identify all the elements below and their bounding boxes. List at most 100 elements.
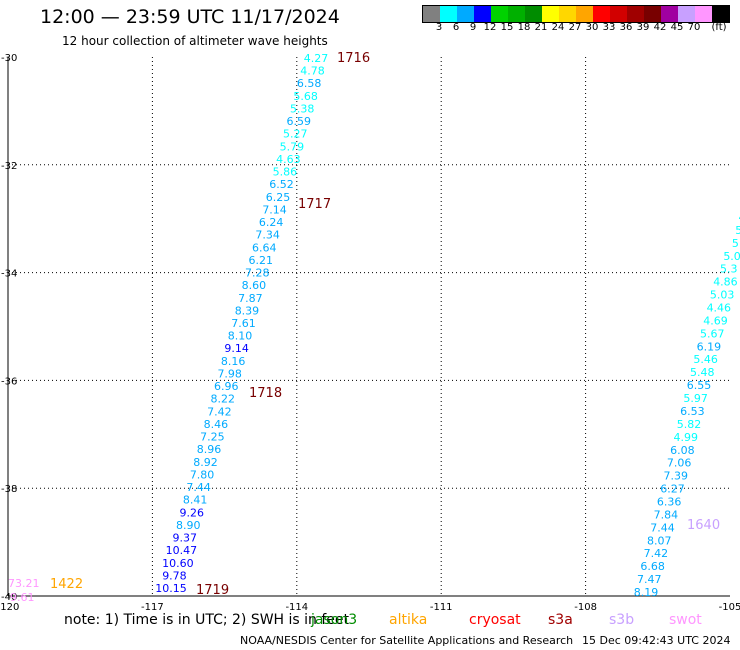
wave-height-value: 73.21 (8, 577, 40, 590)
page-title: 12:00 — 23:59 UTC 11/17/2024 (40, 6, 340, 28)
color-scale-tick: 15 (500, 22, 514, 33)
wave-height-value: 5 (732, 237, 739, 250)
wave-height-value: 7.42 (644, 547, 669, 560)
wave-height-value: 4.99 (673, 431, 698, 444)
color-swatch (610, 6, 627, 22)
color-swatch (695, 6, 712, 22)
pass-time-label: 1716 (337, 51, 370, 66)
color-scale-tick: 9 (469, 22, 477, 33)
satellite-name-s3a: s3a (548, 612, 573, 628)
color-swatch (525, 6, 542, 22)
wave-height-value: 7.25 (200, 431, 225, 444)
wave-height-value: 10.47 (166, 544, 198, 557)
wave-height-value: 8.60 (242, 279, 267, 292)
lon-tick-label: -114 (285, 602, 308, 613)
wave-height-value: 5.86 (273, 166, 298, 179)
wave-height-value: 7.14 (262, 203, 287, 216)
pass-time-label: 1719 (196, 583, 229, 598)
wave-height-value: 7.34 (255, 229, 280, 242)
wave-height-value: 7.39 (664, 470, 689, 483)
wave-height-value: 8.90 (176, 519, 201, 532)
satellite-name-altika: altika (389, 612, 428, 628)
page-subtitle: 12 hour collection of altimeter wave hei… (62, 34, 328, 48)
generated-timestamp: 15 Dec 09:42:43 UTC 2024 (582, 634, 731, 647)
wave-height-value: 5.67 (700, 327, 725, 340)
wave-height-value: 5.0 (723, 250, 740, 263)
satellite-name-s3b: s3b (609, 612, 635, 628)
wave-height-value: 8.22 (211, 393, 236, 406)
wave-height-value: 6.08 (670, 444, 695, 457)
color-swatch (474, 6, 491, 22)
color-scale-tick: 36 (619, 22, 633, 33)
lat-tick-label: -36 (1, 376, 17, 387)
wave-height-value: 6.55 (687, 379, 712, 392)
wave-height-value: 8.19 (634, 586, 659, 599)
color-swatch (712, 6, 729, 22)
wave-height-value: 6.53 (680, 405, 705, 418)
wave-height-value: 10.60 (162, 557, 194, 570)
color-scale-tick: 30 (585, 22, 599, 33)
wave-height-value: 7.84 (654, 508, 679, 521)
footer-note: note: 1) Time is in UTC; 2) SWH is in fe… (64, 612, 350, 628)
color-swatch (508, 6, 525, 22)
wave-height-value: 5.82 (677, 418, 702, 431)
color-swatch (627, 6, 644, 22)
wave-height-value: 8.10 (228, 330, 253, 343)
color-scale-tick: 42 (653, 22, 667, 33)
color-scale-tick: 33 (602, 22, 616, 33)
wave-height-value: 8.39 (235, 304, 260, 317)
wave-height-value: 6.19 (697, 340, 722, 353)
wave-height-value: 4.46 (707, 302, 732, 315)
wave-height-value: 6.27 (660, 483, 685, 496)
satellite-name-cryosat: cryosat (469, 612, 521, 628)
color-scale-tick: 21 (534, 22, 548, 33)
wave-height-value: 5.97 (683, 392, 708, 405)
color-scale-tick: 70 (687, 22, 701, 33)
wave-height-value: 8.41 (183, 494, 208, 507)
wave-height-value: 5.46 (693, 353, 718, 366)
wave-height-value: 7.44 (650, 521, 675, 534)
wave-height-value: 6.52 (269, 178, 294, 191)
wave-height-value: 5.79 (280, 140, 305, 153)
wave-height-value: 7.98 (217, 367, 242, 380)
wave-height-value: 4.78 (300, 65, 325, 78)
wave-height-value: 7.80 (190, 468, 215, 481)
wave-height-value: 8.16 (221, 355, 246, 368)
wave-height-value: 5.3 (720, 263, 738, 276)
wave-height-value: 10.15 (155, 582, 187, 595)
wave-height-value: 7.42 (207, 405, 232, 418)
color-scale-tick: 27 (568, 22, 582, 33)
color-swatch (423, 6, 440, 22)
wave-height-value: 6.64 (252, 241, 277, 254)
lat-tick-label: -32 (1, 161, 17, 172)
wave-height-value: 6.24 (259, 216, 284, 229)
wave-height-value: 5.68 (293, 90, 318, 103)
wave-height-value: 6.58 (297, 77, 322, 90)
wave-height-value: 5.38 (290, 102, 315, 115)
wave-height-value: 6.25 (266, 191, 291, 204)
color-swatch (593, 6, 610, 22)
wave-height-value: 4.27 (304, 52, 329, 65)
wave-height-value: 9.78 (162, 569, 187, 582)
wave-height-value: 8.92 (193, 456, 218, 469)
wave-height-value: 9.26 (179, 506, 204, 519)
wave-height-value: 5.03 (710, 289, 735, 302)
wave-height-value: 8.96 (197, 443, 222, 456)
wave-height-value: 7.47 (637, 573, 662, 586)
wave-height-value: 7.44 (186, 481, 211, 494)
color-swatch (457, 6, 474, 22)
wave-height-value: 7.28 (245, 267, 270, 280)
wave-height-value: 7.87 (238, 292, 263, 305)
wave-height-value: 6.59 (286, 115, 311, 128)
color-swatch (661, 6, 678, 22)
color-swatch (491, 6, 508, 22)
wave-height-value: 4.63 (276, 153, 301, 166)
pass-time-label: 1717 (298, 197, 331, 212)
wave-height-value: 6.68 (640, 560, 665, 573)
wave-height-value: 6.36 (657, 495, 682, 508)
lat-tick-label: -34 (1, 269, 17, 280)
lon-tick-label: -111 (430, 602, 453, 613)
color-scale-tick: 45 (670, 22, 684, 33)
color-swatch (542, 6, 559, 22)
wave-height-value: 7.61 (231, 317, 256, 330)
